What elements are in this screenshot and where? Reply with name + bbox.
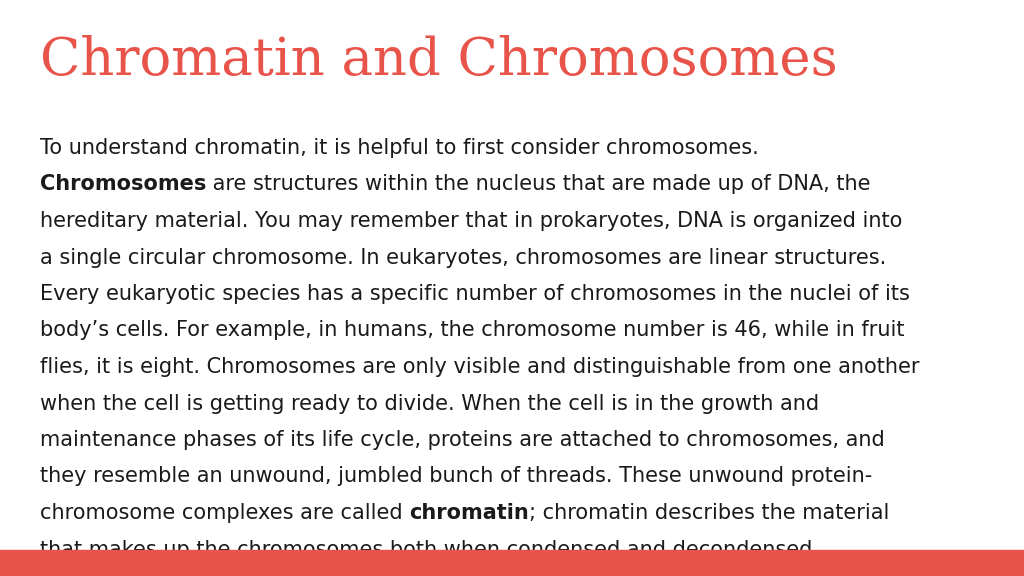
- Text: hereditary material. You may remember that in prokaryotes, DNA is organized into: hereditary material. You may remember th…: [40, 211, 902, 231]
- Text: maintenance phases of its life cycle, proteins are attached to chromosomes, and: maintenance phases of its life cycle, pr…: [40, 430, 885, 450]
- Text: Every eukaryotic species has a specific number of chromosomes in the nuclei of i: Every eukaryotic species has a specific …: [40, 284, 910, 304]
- Text: body’s cells. For example, in humans, the chromosome number is 46, while in frui: body’s cells. For example, in humans, th…: [40, 320, 904, 340]
- Text: that makes up the chromosomes both when condensed and decondensed.: that makes up the chromosomes both when …: [40, 540, 819, 559]
- Text: chromosome complexes are called: chromosome complexes are called: [40, 503, 410, 523]
- Text: when the cell is getting ready to divide. When the cell is in the growth and: when the cell is getting ready to divide…: [40, 393, 819, 414]
- Text: a single circular chromosome. In eukaryotes, chromosomes are linear structures.: a single circular chromosome. In eukaryo…: [40, 248, 886, 267]
- Text: flies, it is eight. Chromosomes are only visible and distinguishable from one an: flies, it is eight. Chromosomes are only…: [40, 357, 920, 377]
- Text: they resemble an unwound, jumbled bunch of threads. These unwound protein-: they resemble an unwound, jumbled bunch …: [40, 467, 872, 487]
- Text: are structures within the nucleus that are made up of DNA, the: are structures within the nucleus that a…: [207, 175, 870, 195]
- Text: chromatin: chromatin: [410, 503, 529, 523]
- Text: Chromosomes: Chromosomes: [40, 175, 207, 195]
- Text: Chromatin and Chromosomes: Chromatin and Chromosomes: [40, 35, 838, 86]
- Text: ; chromatin describes the material: ; chromatin describes the material: [529, 503, 890, 523]
- Bar: [0, 550, 1024, 576]
- Text: To understand chromatin, it is helpful to first consider chromosomes.: To understand chromatin, it is helpful t…: [40, 138, 759, 158]
